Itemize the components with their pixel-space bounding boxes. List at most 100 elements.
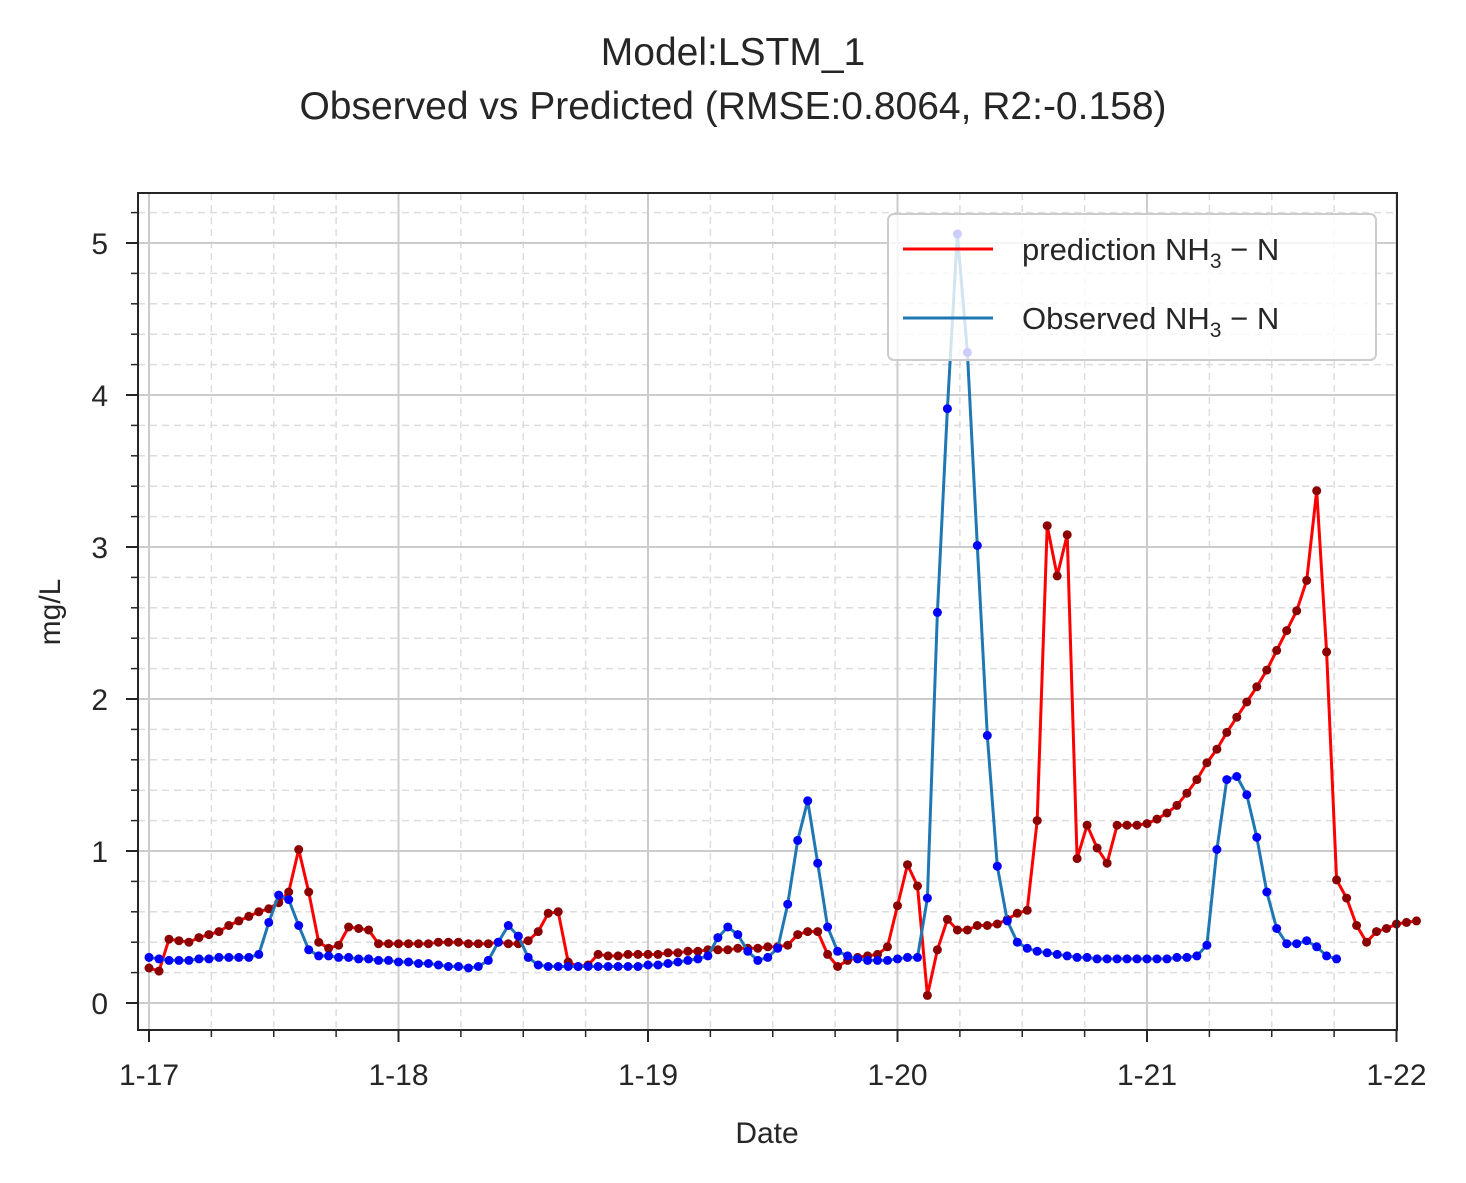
observed-point <box>384 955 393 965</box>
observed-point <box>603 962 613 971</box>
prediction-point <box>254 907 264 917</box>
observed-point <box>364 954 374 964</box>
prediction-point <box>1402 917 1411 927</box>
prediction-point <box>214 927 224 937</box>
prediction-point <box>414 939 423 949</box>
observed-point <box>1022 943 1032 953</box>
prediction-point <box>314 937 324 947</box>
observed-point <box>473 962 483 971</box>
legend-label-observed: Observed NH3 − N <box>1022 301 1279 342</box>
observed-point <box>1272 924 1282 933</box>
observed-point <box>144 952 154 962</box>
prediction-point <box>723 945 733 955</box>
observed-point <box>164 955 174 965</box>
prediction-point <box>334 940 344 950</box>
prediction-point <box>374 939 383 949</box>
observed-point <box>234 952 244 962</box>
prediction-point <box>913 881 922 891</box>
prediction-point <box>364 925 374 935</box>
observed-point <box>913 952 922 962</box>
prediction-point <box>1142 819 1152 829</box>
prediction-point <box>1352 921 1362 930</box>
axis-ticks <box>126 211 1398 1042</box>
observed-point <box>344 952 354 962</box>
prediction-point <box>1252 682 1262 692</box>
observed-point <box>1212 845 1222 854</box>
observed-point <box>803 796 813 806</box>
observed-point <box>443 962 453 971</box>
observed-point <box>623 962 633 971</box>
prediction-point <box>463 939 473 949</box>
observed-point <box>1202 940 1212 950</box>
prediction-point <box>1222 727 1232 737</box>
observed-point <box>204 954 214 964</box>
observed-point <box>1142 954 1152 964</box>
observed-point <box>1052 949 1062 959</box>
prediction-point <box>543 908 553 918</box>
prediction-point <box>523 936 533 946</box>
prediction-point <box>194 933 204 943</box>
observed-point <box>1102 954 1112 964</box>
prediction-point <box>962 925 972 935</box>
observed-point <box>1162 954 1172 964</box>
prediction-point <box>404 939 413 949</box>
observed-point <box>743 946 753 956</box>
observed-point <box>1002 916 1012 926</box>
observed-point <box>853 954 863 964</box>
prediction-point <box>813 927 823 937</box>
prediction-point <box>184 937 194 947</box>
prediction-point <box>992 919 1002 929</box>
observed-point <box>673 957 683 967</box>
prediction-point <box>144 963 154 973</box>
observed-point <box>563 962 573 971</box>
prediction-point <box>224 921 234 930</box>
x-tick-label: 1-19 <box>618 1059 678 1092</box>
observed-point <box>513 931 523 941</box>
prediction-point <box>1032 816 1042 826</box>
prediction-point <box>1202 758 1212 768</box>
observed-point <box>1282 939 1292 949</box>
prediction-point <box>1232 712 1242 722</box>
prediction-point <box>304 887 314 897</box>
observed-point <box>184 955 194 965</box>
prediction-point <box>164 934 174 944</box>
plot-frame <box>137 192 1398 1031</box>
observed-series <box>144 229 1342 973</box>
observed-point <box>783 899 793 909</box>
prediction-point <box>354 924 364 933</box>
prediction-point <box>264 904 274 914</box>
x-tick-label: 1-20 <box>867 1059 927 1092</box>
observed-point <box>543 962 553 971</box>
observed-point <box>573 962 583 971</box>
x-axis-label: Date <box>735 1117 798 1150</box>
observed-point <box>374 955 383 965</box>
prediction-point <box>344 922 354 932</box>
prediction-point <box>603 951 613 961</box>
y-axis-label: mg/L <box>34 579 67 646</box>
observed-point <box>593 962 603 971</box>
observed-point <box>224 952 234 962</box>
prediction-point <box>1412 916 1421 926</box>
prediction-point <box>1112 820 1122 830</box>
observed-point <box>932 607 942 617</box>
prediction-point <box>174 936 184 946</box>
observed-point <box>274 890 284 900</box>
prediction-point <box>753 943 763 953</box>
prediction-point <box>1192 775 1202 785</box>
prediction-point <box>1312 486 1322 496</box>
prediction-point <box>1302 575 1312 585</box>
prediction-point <box>1322 647 1332 657</box>
prediction-point <box>483 939 493 949</box>
observed-point <box>613 962 623 971</box>
y-tick-label: 1 <box>91 836 108 869</box>
prediction-point <box>623 949 633 959</box>
observed-point <box>793 835 803 845</box>
prediction-point <box>932 945 942 955</box>
prediction-point <box>663 948 673 958</box>
series-layer <box>144 229 1421 1000</box>
chart-title: Model:LSTM_1 <box>600 31 866 74</box>
observed-point <box>653 960 663 970</box>
y-tick-label: 5 <box>91 228 108 261</box>
prediction-point <box>922 990 932 1000</box>
observed-point <box>733 930 743 940</box>
